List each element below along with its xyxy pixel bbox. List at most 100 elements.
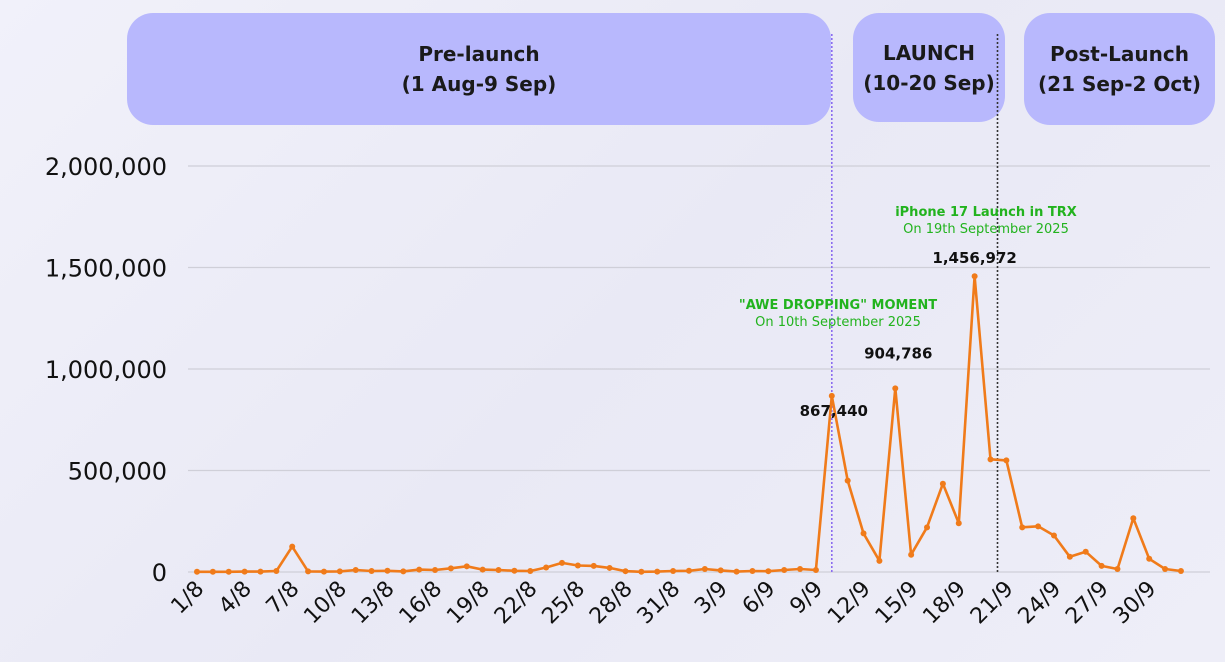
data-point bbox=[860, 530, 867, 537]
phase-title: LAUNCH bbox=[882, 40, 975, 65]
x-tick-label: 16/8 bbox=[395, 577, 448, 630]
data-point bbox=[384, 567, 391, 574]
y-tick-label: 2,000,000 bbox=[45, 153, 167, 181]
data-point bbox=[289, 543, 296, 550]
data-point bbox=[574, 562, 581, 569]
x-tick-label: 13/8 bbox=[347, 577, 400, 630]
data-point bbox=[654, 568, 661, 575]
x-tick-label: 10/8 bbox=[299, 577, 352, 630]
data-point bbox=[812, 566, 819, 573]
x-tick-label: 21/9 bbox=[966, 577, 1019, 630]
y-axis: 0 500,000 1,000,000 1,500,000 2,000,000 bbox=[45, 153, 167, 587]
data-point bbox=[781, 566, 788, 573]
data-point bbox=[828, 392, 835, 399]
x-tick-label: 19/8 bbox=[442, 577, 495, 630]
data-point bbox=[892, 385, 899, 392]
x-tick-label: 3/9 bbox=[690, 577, 733, 620]
data-point bbox=[241, 568, 248, 575]
data-point bbox=[1066, 553, 1073, 560]
y-tick-label: 500,000 bbox=[68, 458, 167, 486]
phase-post-launch: Post-Launch (21 Sep-2 Oct) bbox=[1024, 13, 1215, 125]
data-point bbox=[685, 567, 692, 574]
annotation-title: "AWE DROPPING" MOMENT bbox=[739, 298, 937, 313]
data-point bbox=[447, 565, 454, 572]
data-point bbox=[1177, 567, 1184, 574]
data-point bbox=[844, 477, 851, 484]
x-tick-label: 27/9 bbox=[1061, 577, 1114, 630]
data-point bbox=[1082, 548, 1089, 555]
data-label: 1,456,972 bbox=[932, 249, 1016, 267]
data-point bbox=[590, 562, 597, 569]
data-point bbox=[1003, 457, 1010, 464]
data-point bbox=[670, 567, 677, 574]
y-tick-label: 1,000,000 bbox=[45, 356, 167, 384]
data-point bbox=[749, 567, 756, 574]
annotation-subtitle: On 10th September 2025 bbox=[755, 315, 921, 330]
phase-dates: (21 Sep-2 Oct) bbox=[1038, 72, 1201, 96]
data-point bbox=[336, 568, 343, 575]
x-tick-label: 9/9 bbox=[785, 577, 828, 620]
data-point bbox=[416, 566, 423, 573]
y-tick-label: 0 bbox=[152, 559, 167, 587]
data-point bbox=[400, 568, 407, 575]
data-point bbox=[606, 564, 613, 571]
phase-dates: (10-20 Sep) bbox=[863, 70, 995, 95]
data-point bbox=[1162, 565, 1169, 572]
data-point bbox=[495, 566, 502, 573]
data-point bbox=[257, 568, 264, 575]
data-labels: 867,440 904,786 1,456,972 bbox=[800, 249, 1017, 420]
data-point bbox=[352, 566, 359, 573]
phase-title: Pre-launch bbox=[418, 42, 540, 66]
annotation-subtitle: On 19th September 2025 bbox=[903, 222, 1069, 237]
data-point bbox=[971, 273, 978, 280]
data-point bbox=[701, 565, 708, 572]
data-points bbox=[194, 273, 1184, 575]
x-tick-label: 28/8 bbox=[585, 577, 638, 630]
data-point bbox=[479, 566, 486, 573]
data-point bbox=[1114, 565, 1121, 572]
data-label: 867,440 bbox=[800, 402, 868, 420]
data-point bbox=[939, 480, 946, 487]
data-point bbox=[1098, 562, 1105, 569]
phase-launch: LAUNCH (10-20 Sep) bbox=[853, 13, 1005, 122]
data-point bbox=[320, 568, 327, 575]
data-point bbox=[543, 564, 550, 571]
x-tick-label: 15/9 bbox=[871, 577, 924, 630]
data-point bbox=[908, 551, 915, 558]
data-point bbox=[368, 567, 375, 574]
data-point bbox=[987, 456, 994, 463]
x-axis: 1/8 4/8 7/810/813/816/819/822/825/828/831/… bbox=[167, 577, 1162, 630]
x-tick-label: 4/8 bbox=[214, 577, 257, 620]
data-point bbox=[194, 568, 200, 575]
data-point bbox=[955, 520, 962, 527]
phase-dividers bbox=[830, 34, 999, 572]
x-tick-label: 1/8 bbox=[167, 577, 210, 620]
data-point bbox=[209, 568, 216, 575]
x-tick-label: 6/9 bbox=[738, 577, 781, 620]
phase-title: Post-Launch bbox=[1050, 42, 1189, 66]
data-point bbox=[559, 559, 566, 566]
data-point bbox=[924, 524, 931, 531]
x-tick-label: 31/8 bbox=[633, 577, 686, 630]
x-tick-label: 7/8 bbox=[262, 577, 305, 620]
data-point bbox=[733, 568, 740, 575]
data-point bbox=[511, 567, 518, 574]
data-point bbox=[1019, 524, 1026, 531]
annotations: "AWE DROPPING" MOMENT On 10th September 2… bbox=[739, 205, 1077, 330]
data-point bbox=[1146, 555, 1153, 562]
series-line bbox=[197, 274, 1182, 574]
x-tick-label: 22/8 bbox=[490, 577, 543, 630]
x-tick-label: 30/9 bbox=[1109, 577, 1162, 630]
data-point bbox=[638, 568, 645, 575]
x-tick-label: 18/9 bbox=[918, 577, 971, 630]
data-point bbox=[273, 567, 280, 574]
y-tick-label: 1,500,000 bbox=[45, 255, 167, 283]
data-point bbox=[622, 568, 629, 575]
data-point bbox=[797, 565, 804, 572]
data-label: 904,786 bbox=[864, 344, 932, 362]
x-tick-label: 12/9 bbox=[823, 577, 876, 630]
phase-dates: (1 Aug-9 Sep) bbox=[401, 72, 557, 96]
data-point bbox=[527, 567, 534, 574]
data-point bbox=[765, 568, 772, 575]
